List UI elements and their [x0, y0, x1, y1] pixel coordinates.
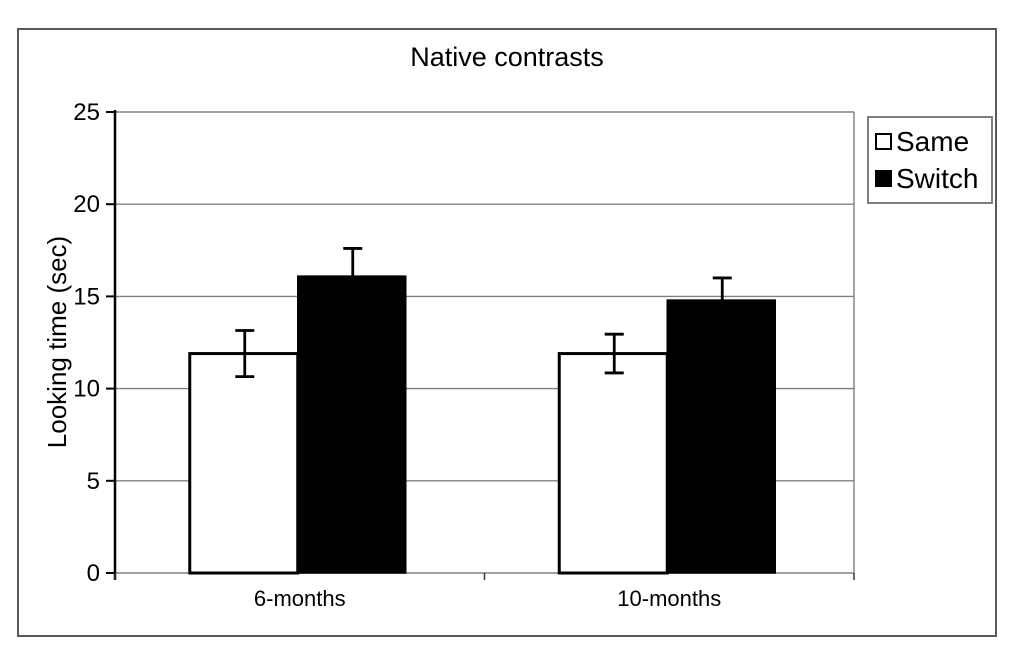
- y-tick-label: 0: [87, 560, 100, 587]
- y-axis-title: Looking time (sec): [42, 236, 72, 448]
- chart-title: Native contrasts: [410, 42, 604, 72]
- legend-swatch-same-icon: [875, 133, 892, 150]
- y-tick-label: 25: [73, 99, 100, 126]
- legend-swatch-switch-icon: [875, 170, 892, 187]
- y-tick-label: 15: [73, 283, 100, 310]
- bar-switch-6-months: [297, 275, 407, 574]
- y-tick-label: 20: [73, 191, 100, 218]
- bar-same-10-months: [557, 352, 669, 575]
- bar-same-6-months: [188, 352, 300, 575]
- legend-item-same: Same: [875, 125, 991, 159]
- legend: Same Switch: [867, 116, 993, 204]
- chart-frame: [17, 28, 997, 637]
- legend-label-switch: Switch: [896, 162, 979, 194]
- legend-label-same: Same: [896, 125, 970, 157]
- category-label: 10-months: [617, 586, 721, 611]
- y-tick-label: 10: [73, 376, 100, 403]
- bar-switch-10-months: [666, 299, 776, 574]
- legend-item-switch: Switch: [875, 162, 991, 196]
- category-label: 6-months: [254, 586, 346, 611]
- y-tick-label: 5: [87, 468, 100, 495]
